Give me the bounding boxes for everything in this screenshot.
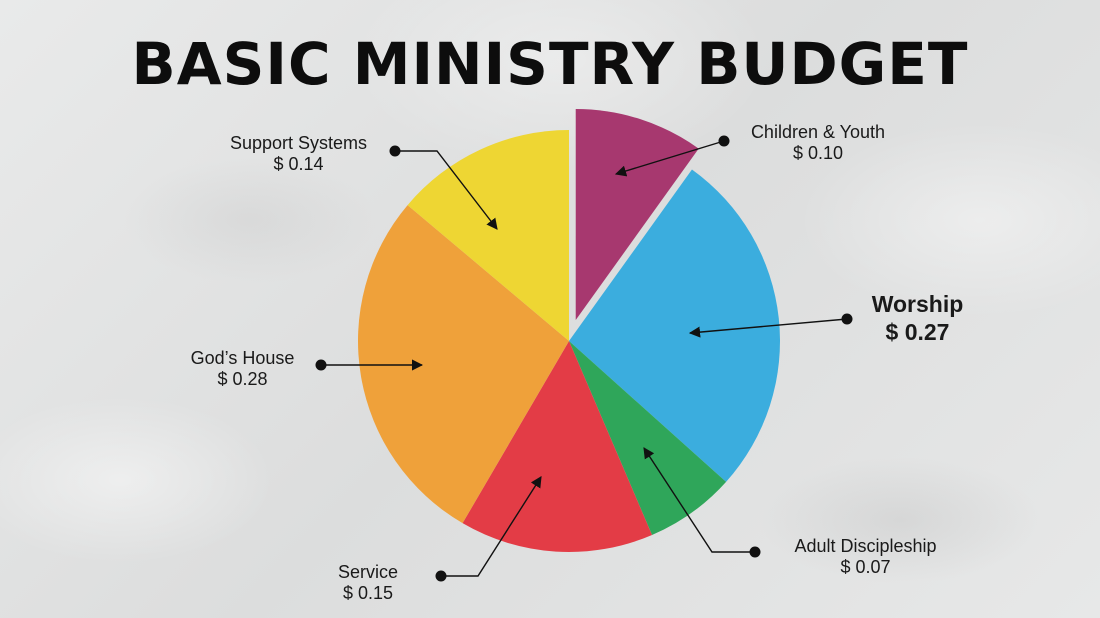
callout-arrow-worship bbox=[688, 318, 848, 338]
callout-dot-children-youth bbox=[718, 135, 730, 147]
slice-name: Support Systems bbox=[229, 133, 368, 153]
slice-value: $ 0.15 bbox=[342, 583, 394, 603]
pie-slice-god-s-house bbox=[358, 205, 569, 524]
slice-label-worship: Worship $ 0.27 bbox=[840, 290, 995, 346]
callout-dot-service bbox=[435, 570, 447, 582]
pie-slice-service bbox=[462, 341, 653, 552]
slice-value: $ 0.27 bbox=[885, 319, 950, 345]
slice-label-adult-discipleship: Adult Discipleship $ 0.07 bbox=[773, 536, 958, 578]
callout-dot-support-systems bbox=[389, 145, 401, 157]
slice-value: $ 0.28 bbox=[217, 369, 268, 389]
slice-name: Children & Youth bbox=[750, 122, 886, 142]
slice-value: $ 0.10 bbox=[792, 143, 844, 163]
slice-value: $ 0.07 bbox=[840, 557, 891, 577]
slice-name: Adult Discipleship bbox=[794, 536, 937, 556]
callout-arrow-service bbox=[441, 476, 542, 577]
chart-title: BASIC MINISTRY BUDGET bbox=[131, 30, 969, 98]
slice-name: God’s House bbox=[190, 348, 295, 368]
slice-label-children-youth: Children & Youth $ 0.10 bbox=[718, 122, 918, 164]
callout-arrow-support-systems bbox=[395, 150, 498, 230]
callout-arrow-adult-discipleship bbox=[643, 447, 755, 553]
slice-label-service: Service $ 0.15 bbox=[318, 562, 418, 604]
slice-label-support-systems: Support Systems $ 0.14 bbox=[206, 133, 391, 175]
pie-slice-worship bbox=[569, 169, 781, 482]
slice-label-god-s-house: God’s House $ 0.28 bbox=[170, 348, 315, 390]
callout-dot-god-s-house bbox=[315, 359, 327, 371]
callout-arrow-children-youth bbox=[614, 140, 725, 177]
slice-name: Worship bbox=[871, 291, 964, 317]
callout-dot-adult-discipleship bbox=[749, 546, 761, 558]
slice-name: Service bbox=[337, 562, 399, 582]
pie-slice-children-youth bbox=[575, 109, 699, 321]
pie-slice-adult-discipleship bbox=[569, 341, 727, 535]
pie-slice-support-systems bbox=[407, 130, 569, 341]
callout-dot-worship bbox=[841, 313, 853, 325]
slice-value: $ 0.14 bbox=[273, 154, 324, 174]
